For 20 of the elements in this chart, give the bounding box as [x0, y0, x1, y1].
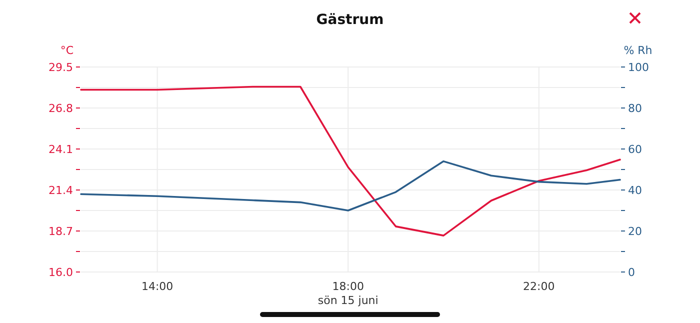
y2-tick-label: 20	[628, 224, 642, 238]
y2-axis-title: % Rh	[624, 44, 652, 57]
y2-tick-label: 100	[628, 60, 649, 74]
y2-tick-label: 0	[628, 266, 635, 279]
y-tick-label: 24.1	[48, 142, 73, 156]
x-tick-label: 14:00	[141, 280, 174, 293]
line-series	[80, 160, 621, 212]
x-tick-label: 22:00	[523, 280, 555, 293]
y-tick-label: 26.8	[48, 102, 73, 115]
x-tick-label: 18:00	[332, 280, 364, 293]
y2-tick-label: 40	[628, 184, 642, 197]
y-tick-label: 29.5	[48, 60, 73, 74]
y-axis-title: °C	[60, 44, 74, 57]
y-tick-label: 21.4	[48, 184, 73, 197]
y-tick-label: 18.7	[48, 224, 73, 238]
chart-title: Gästrum	[316, 12, 384, 28]
x-axis-title: sön 15 juni	[318, 294, 378, 307]
y2-tick-label: 60	[628, 142, 642, 156]
y2-tick-label: 80	[628, 102, 642, 115]
y-tick-label: 16.0	[48, 266, 73, 279]
